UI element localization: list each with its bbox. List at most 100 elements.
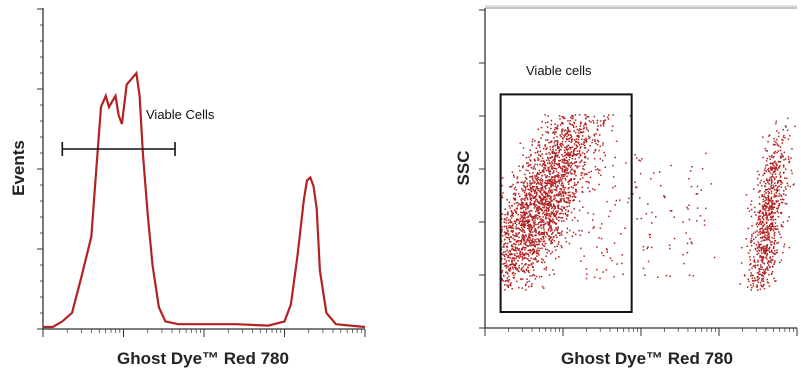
dot-plot-event: [563, 159, 565, 161]
dot-plot-event: [560, 193, 562, 195]
dot-plot-event: [525, 207, 527, 209]
dot-plot-event: [564, 191, 566, 193]
dot-plot-event: [540, 238, 543, 241]
dot-plot-event: [778, 192, 781, 195]
dot-plot-event: [578, 229, 580, 232]
dot-plot-event: [769, 241, 772, 243]
dot-plot-event: [565, 140, 567, 143]
dot-plot-event: [526, 198, 529, 201]
dot-plot-event: [775, 189, 777, 191]
dot-plot-event: [515, 263, 518, 265]
dot-plot-event: [555, 154, 558, 157]
dot-plot-event: [580, 121, 582, 123]
dot-plot-event: [529, 186, 532, 189]
dot-plot-event: [505, 236, 508, 239]
dot-plot-event: [557, 193, 560, 196]
dot-plot-event: [555, 170, 558, 173]
dot-plot-event: [515, 241, 518, 243]
dot-plot-event: [774, 218, 777, 221]
dot-plot-event: [688, 274, 691, 276]
dot-plot-event: [569, 229, 571, 232]
dot-plot-event: [570, 134, 572, 137]
dot-plot-event: [541, 243, 544, 245]
dot-plot-event: [515, 257, 517, 260]
dot-plot-event: [760, 268, 762, 270]
dot-plot-event: [579, 153, 582, 156]
dot-plot-event: [541, 157, 544, 160]
dot-plot-event: [548, 239, 550, 241]
dot-plot-event: [773, 202, 776, 204]
dot-plot-event: [536, 192, 538, 195]
dot-plot-event: [776, 190, 778, 193]
dot-plot-event: [532, 179, 534, 182]
dot-plot-event: [758, 270, 761, 273]
dot-plot-event: [548, 189, 551, 191]
dot-plot-event: [769, 188, 772, 191]
dot-plot-event: [551, 162, 554, 165]
dot-plot-event: [567, 181, 569, 183]
dot-plot-event: [524, 220, 526, 223]
dot-plot-event: [564, 174, 566, 176]
dot-plot-event: [649, 236, 651, 239]
dot-plot-event: [517, 269, 519, 272]
dot-plot-event: [597, 139, 599, 142]
dot-plot-event: [506, 272, 509, 275]
dot-plot-event: [615, 199, 618, 202]
dot-plot-event: [579, 132, 582, 134]
dot-plot-event: [562, 174, 564, 176]
dot-plot-event: [576, 134, 578, 137]
dot-plot-event: [758, 211, 761, 214]
dot-plot-event: [508, 260, 510, 262]
dot-plot-event: [536, 209, 538, 211]
dot-plot-event: [571, 115, 573, 117]
dot-plot-event: [527, 237, 530, 239]
dot-plot-event: [549, 157, 551, 159]
dot-plot-event: [536, 209, 539, 212]
dot-plot-event: [573, 195, 575, 197]
dot-plot-event: [540, 160, 542, 162]
dot-plot-event: [517, 213, 519, 216]
dot-plot-event: [505, 232, 507, 235]
dot-plot-event: [529, 164, 532, 166]
dot-plot-event: [770, 186, 772, 188]
dot-plot-event: [776, 201, 778, 203]
dot-plot-event: [559, 180, 561, 183]
dot-plot-event: [504, 213, 506, 216]
dot-plot-event: [530, 182, 532, 184]
dot-plot-event: [563, 206, 566, 209]
dot-plot-event: [530, 183, 532, 185]
dot-plot-event: [765, 164, 767, 167]
dot-plot-event: [519, 250, 521, 253]
dot-plot-event: [535, 244, 537, 246]
dot-plot-event: [691, 242, 693, 245]
dot-plot-event: [553, 167, 555, 169]
dot-plot-event: [567, 134, 570, 136]
dot-plot-event: [564, 170, 566, 172]
dot-plot-event: [541, 221, 544, 223]
dot-plot-event: [776, 138, 778, 141]
dot-plot-event: [790, 169, 793, 172]
dot-plot-event: [689, 170, 692, 172]
dot-plot-event: [566, 160, 568, 162]
dot-plot-event: [544, 114, 546, 116]
dot-plot-event: [522, 214, 525, 216]
dot-plot-event: [540, 137, 542, 139]
dot-plot-event: [572, 231, 575, 234]
dot-plot-event: [588, 137, 590, 140]
dot-plot-event: [590, 121, 592, 123]
dot-plot-event: [526, 162, 528, 164]
dot-plot-event: [550, 214, 552, 216]
dot-plot-event: [554, 182, 556, 184]
dot-plot-event: [552, 171, 555, 173]
dot-plot-event: [767, 209, 770, 212]
dot-plot-event: [696, 185, 699, 188]
dot-plot-event: [543, 199, 545, 201]
dot-plot-event: [762, 214, 765, 216]
dot-plot-event: [569, 199, 571, 202]
dot-plot-event: [513, 264, 516, 267]
dot-plot-event: [640, 217, 643, 220]
dot-plot-event: [773, 178, 776, 181]
dot-plot-event: [543, 167, 545, 169]
dot-plot-event: [531, 244, 533, 246]
dot-plot-event: [522, 257, 524, 259]
